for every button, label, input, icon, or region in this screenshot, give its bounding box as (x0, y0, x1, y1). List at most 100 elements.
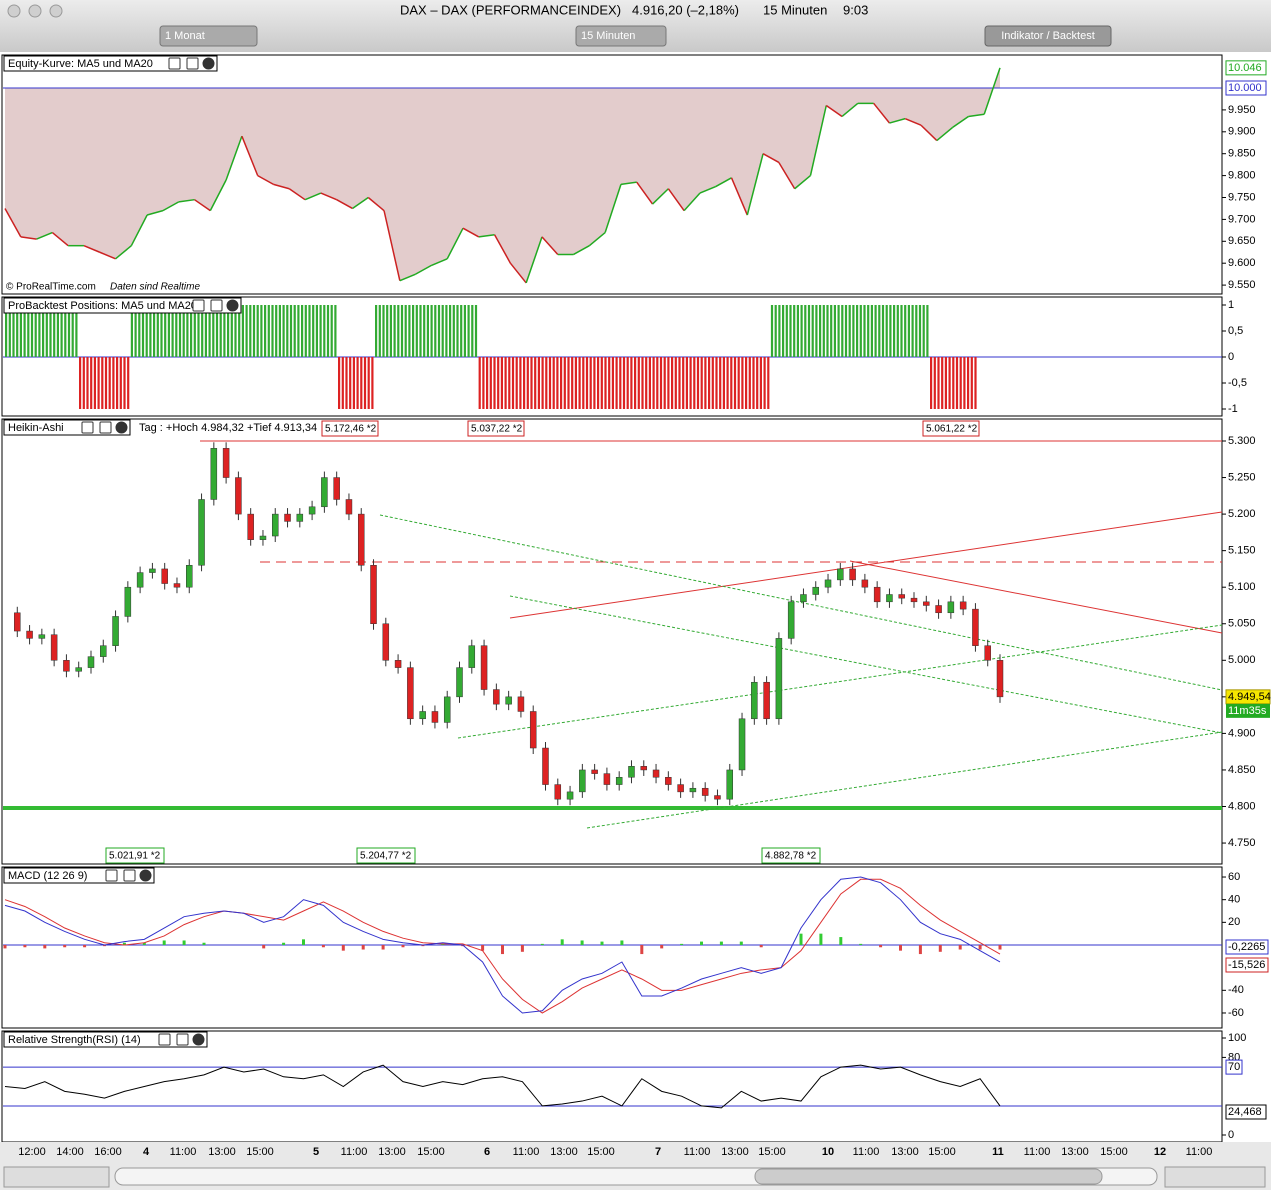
trend-lines (3, 440, 1223, 829)
position-bar (704, 357, 707, 409)
histogram-bar (381, 945, 385, 950)
candle (38, 634, 46, 639)
scroll-thumb[interactable] (754, 1168, 1103, 1185)
histogram-bar (83, 945, 87, 948)
level-box (1225, 1059, 1243, 1075)
settings-icon[interactable] (158, 1033, 171, 1046)
equity-segment (873, 102, 891, 124)
window-icon[interactable] (176, 1033, 189, 1046)
interval-dropdown[interactable] (575, 25, 667, 47)
candle (837, 568, 844, 581)
y-tick-label: 40 (1228, 894, 1240, 906)
position-bar (508, 357, 511, 409)
indicator-button[interactable] (984, 25, 1112, 47)
position-bar (293, 305, 296, 357)
settings-icon[interactable] (192, 299, 205, 312)
y-tick-label: 9.700 (1228, 213, 1256, 225)
rsi-line (4, 1064, 1001, 1109)
panel-label: ProBacktest Positions: MA5 und MA20 (8, 300, 197, 312)
candle (910, 597, 918, 603)
green-trend (509, 595, 1223, 734)
position-bar (645, 357, 648, 409)
position-bar (315, 305, 318, 357)
position-bar (560, 357, 563, 409)
window-icon[interactable] (123, 869, 136, 882)
last-value-box (1225, 60, 1267, 76)
candle (50, 634, 58, 661)
equity-segment (352, 196, 369, 210)
zoom-button[interactable] (49, 4, 63, 18)
position-bar (349, 357, 352, 409)
position-bar (60, 305, 63, 357)
position-bar (190, 305, 193, 357)
position-bar (208, 305, 211, 357)
position-bar (737, 357, 740, 409)
candle (517, 696, 525, 712)
tool-icons[interactable] (3, 1166, 110, 1188)
candle (357, 513, 365, 566)
close-icon[interactable] (139, 869, 152, 882)
position-bar (437, 305, 441, 357)
position-bar (182, 305, 185, 357)
position-bar (67, 305, 71, 357)
time-label: 5 (313, 1146, 319, 1158)
position-bar (12, 305, 15, 357)
settings-icon[interactable] (168, 57, 181, 70)
candle (443, 696, 451, 723)
candle (566, 791, 574, 800)
equity-segment (99, 251, 116, 260)
candle (468, 645, 476, 668)
candle (775, 638, 783, 720)
position-bar (445, 305, 448, 357)
zoom-tools[interactable] (1164, 1166, 1266, 1188)
window-icon[interactable] (210, 299, 223, 312)
candle (186, 565, 193, 588)
time-label: 15:00 (928, 1146, 956, 1158)
position-bar (101, 357, 104, 409)
position-bar (774, 305, 777, 357)
high-label: 5.037,22 *2 (471, 424, 523, 435)
equity-segment (968, 113, 985, 118)
equity-segment (715, 177, 732, 188)
histogram-bar (899, 945, 902, 951)
close-icon[interactable] (202, 57, 215, 70)
time-label: 11:00 (1186, 1146, 1213, 1158)
close-icon[interactable] (226, 299, 239, 312)
rsi-last: 24,468 (1228, 1106, 1262, 1118)
low-label: 4.882,78 *2 (765, 851, 817, 862)
window-icon[interactable] (99, 421, 112, 434)
close-button[interactable] (7, 4, 21, 18)
position-bar (948, 357, 951, 409)
close-icon[interactable] (192, 1033, 205, 1046)
position-bar (663, 357, 666, 409)
period-dropdown[interactable] (159, 25, 258, 47)
time-label: 15:00 (587, 1146, 615, 1158)
position-bar (819, 305, 822, 357)
settings-icon[interactable] (81, 421, 94, 434)
trend-down (849, 560, 1223, 634)
y-tick-label: 9.550 (1228, 279, 1256, 291)
y-tick-label: 4.750 (1228, 837, 1256, 849)
position-bar (896, 305, 899, 357)
position-bar (567, 357, 570, 409)
window-icon[interactable] (186, 57, 199, 70)
position-bar (715, 357, 718, 409)
minimize-button[interactable] (28, 4, 42, 18)
y-tick-label: 5.050 (1228, 618, 1256, 630)
histogram-bar (421, 945, 425, 947)
settings-icon[interactable] (105, 869, 118, 882)
y-tick-label: 9.650 (1228, 235, 1256, 247)
close-icon[interactable] (115, 421, 128, 434)
position-bar (278, 305, 281, 357)
candle (677, 784, 684, 793)
position-bar (519, 357, 522, 409)
position-bar (289, 305, 293, 357)
y-tick-label: 5.300 (1228, 435, 1256, 447)
position-bar (634, 357, 637, 409)
candle (321, 477, 328, 508)
position-bar (415, 305, 418, 357)
position-bar (748, 357, 751, 409)
candle (284, 513, 291, 522)
position-bar (463, 305, 466, 357)
